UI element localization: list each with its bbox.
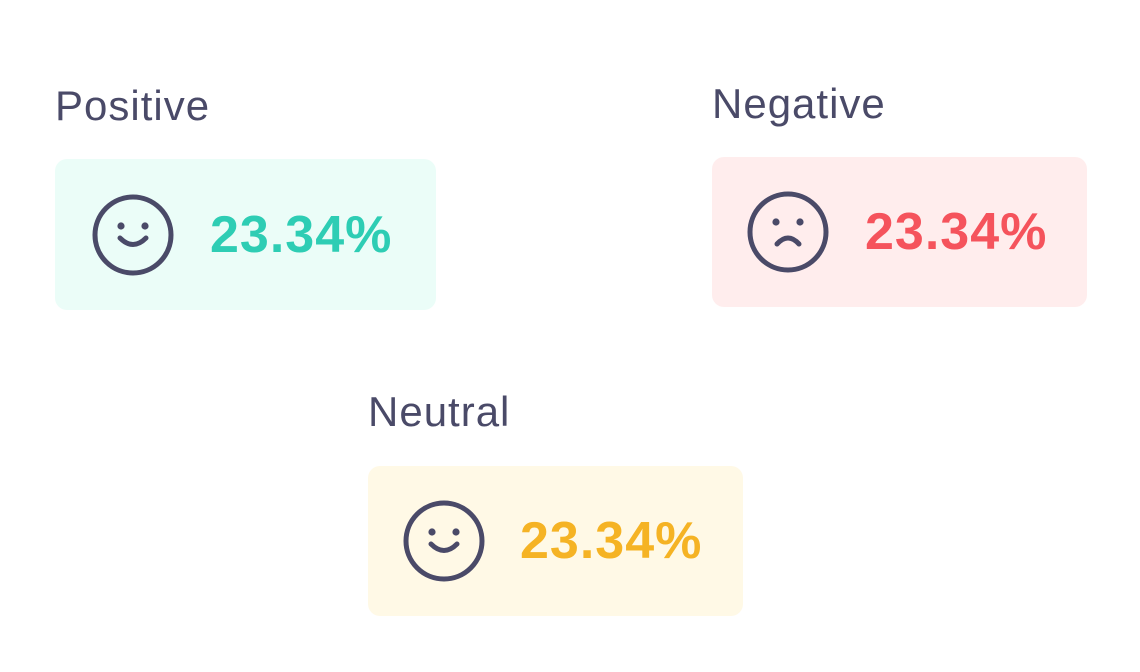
frown-icon <box>747 191 829 273</box>
neutral-label: Neutral <box>368 388 511 435</box>
negative-value: 23.34% <box>865 203 1048 261</box>
negative-card: 23.34% <box>712 157 1087 307</box>
negative-label: Negative <box>712 80 886 127</box>
neutral-card: 23.34% <box>368 466 743 616</box>
positive-value: 23.34% <box>210 205 393 264</box>
positive-card: 23.34% <box>55 159 436 310</box>
smile-icon <box>92 194 174 275</box>
neutral-value: 23.34% <box>520 512 703 570</box>
smile-icon <box>403 500 485 582</box>
positive-label: Positive <box>55 82 211 129</box>
